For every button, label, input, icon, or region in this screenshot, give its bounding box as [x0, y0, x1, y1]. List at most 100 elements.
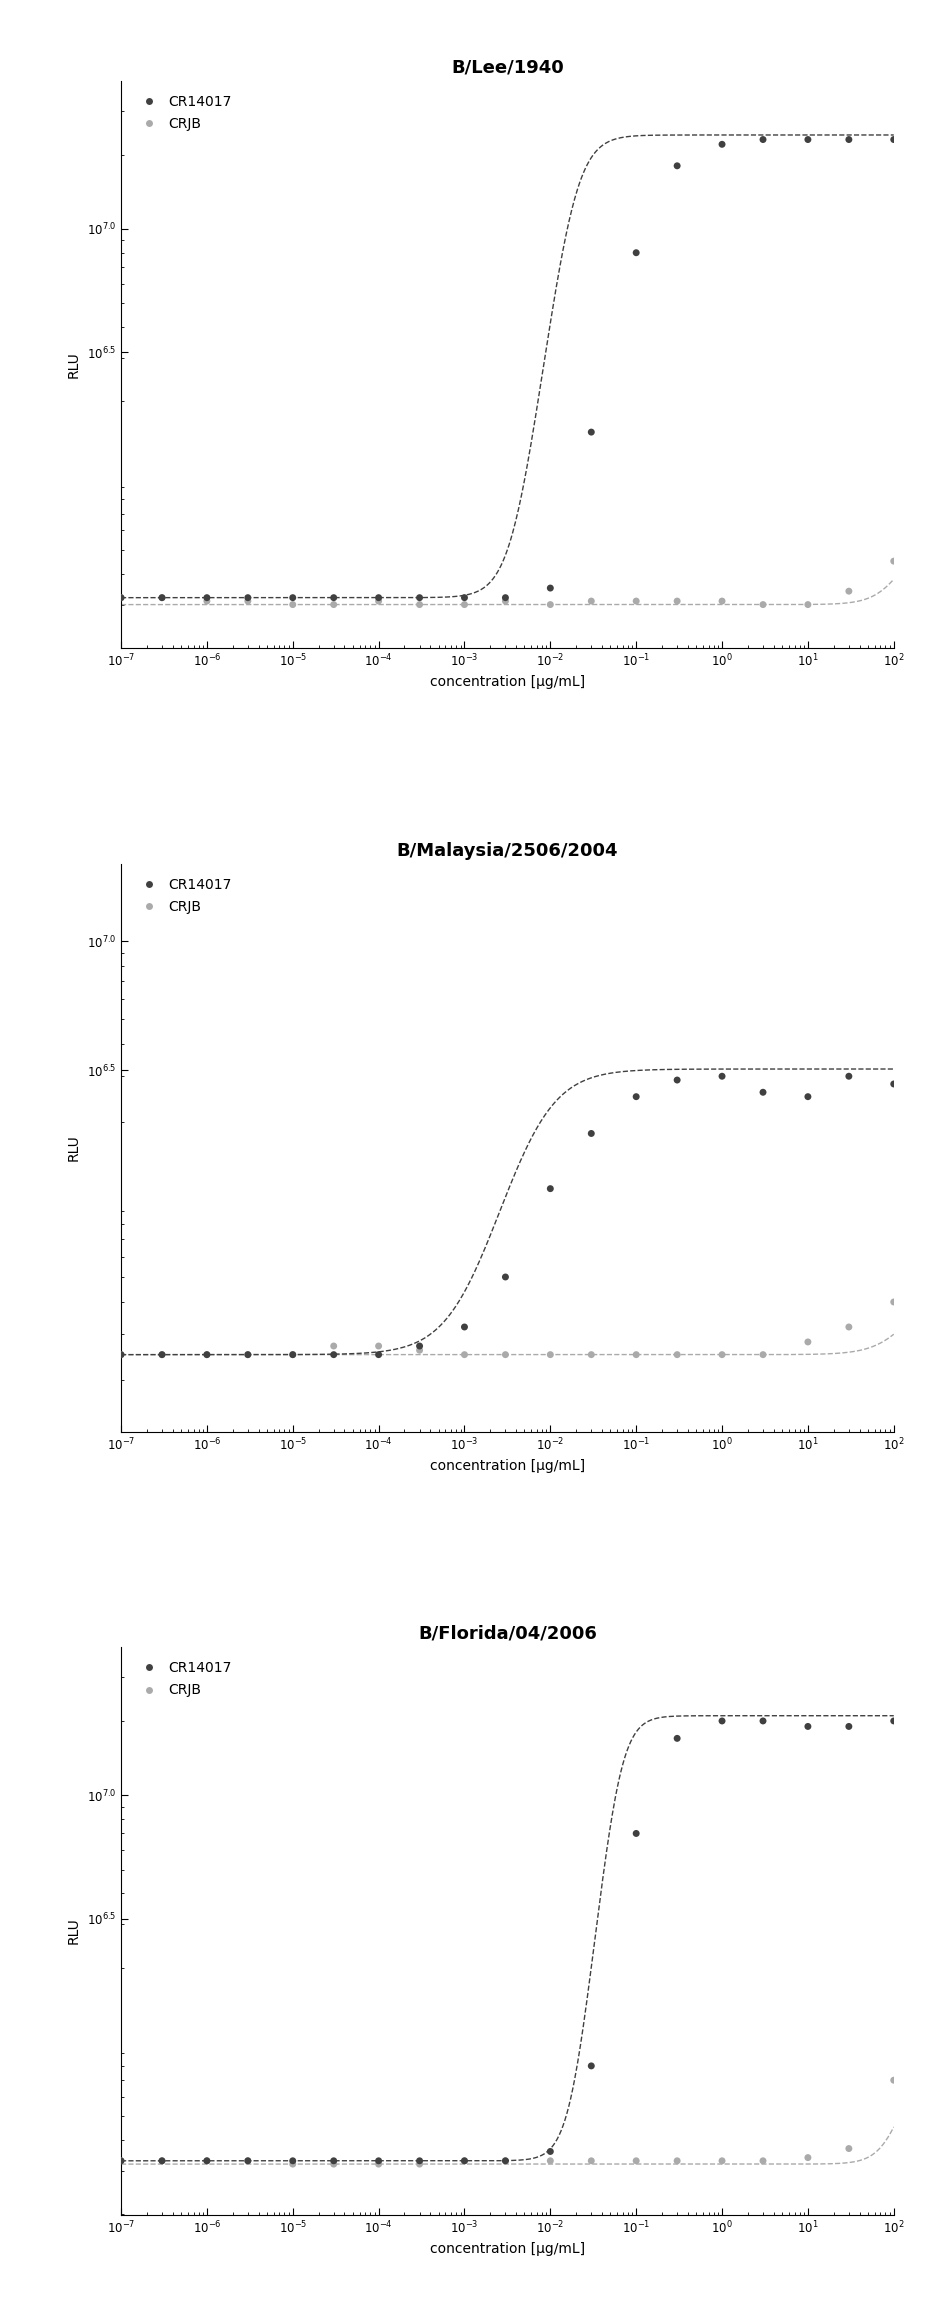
Point — [199, 584, 214, 621]
X-axis label: concentration [μg/mL]: concentration [μg/mL] — [430, 1458, 585, 1472]
Point — [715, 1703, 730, 1739]
Point — [412, 579, 427, 616]
Point — [801, 1077, 816, 1114]
Point — [886, 542, 901, 579]
Point — [240, 1336, 255, 1373]
Point — [155, 1336, 169, 1373]
Point — [412, 2146, 427, 2182]
Point — [199, 2143, 214, 2180]
Y-axis label: RLU: RLU — [67, 1135, 81, 1160]
Point — [114, 2143, 128, 2180]
Point — [886, 120, 901, 157]
Point — [240, 2143, 255, 2180]
Point — [326, 586, 341, 623]
Point — [801, 1707, 816, 1744]
Title: B/Lee/1940: B/Lee/1940 — [451, 58, 564, 76]
Point — [155, 579, 169, 616]
Point — [114, 2143, 128, 2180]
Point — [498, 2143, 513, 2180]
Y-axis label: RLU: RLU — [67, 1917, 81, 1945]
Point — [457, 1336, 472, 1373]
Point — [628, 1816, 643, 1853]
Point — [155, 579, 169, 616]
Point — [240, 2143, 255, 2180]
X-axis label: concentration [μg/mL]: concentration [μg/mL] — [430, 2242, 585, 2256]
Point — [498, 2143, 513, 2180]
Y-axis label: RLU: RLU — [67, 351, 81, 378]
Point — [584, 1114, 599, 1151]
Point — [842, 1707, 857, 1744]
Point — [326, 1327, 341, 1363]
Point — [285, 2143, 300, 2180]
Point — [842, 2129, 857, 2166]
Point — [842, 1308, 857, 1345]
Point — [457, 1308, 472, 1345]
Point — [715, 1336, 730, 1373]
Point — [756, 2143, 771, 2180]
Point — [756, 120, 771, 157]
Point — [715, 2143, 730, 2180]
Point — [584, 413, 599, 450]
Point — [669, 1336, 684, 1373]
Point — [543, 1170, 558, 1207]
Point — [285, 579, 300, 616]
Point — [628, 1336, 643, 1373]
Legend: CR14017, CRJB: CR14017, CRJB — [128, 88, 238, 138]
Point — [285, 2146, 300, 2182]
Point — [371, 584, 386, 621]
Point — [543, 2134, 558, 2171]
Point — [199, 2143, 214, 2180]
Point — [326, 2146, 341, 2182]
Point — [155, 2143, 169, 2180]
Legend: CR14017, CRJB: CR14017, CRJB — [128, 1654, 238, 1705]
Point — [669, 148, 684, 185]
Title: B/Malaysia/2506/2004: B/Malaysia/2506/2004 — [397, 842, 618, 861]
Point — [412, 1327, 427, 1363]
Point — [498, 1260, 513, 1297]
Point — [669, 1061, 684, 1098]
Point — [285, 586, 300, 623]
Point — [756, 1073, 771, 1110]
Point — [114, 1336, 128, 1373]
Point — [715, 1059, 730, 1096]
Point — [886, 1283, 901, 1320]
Point — [199, 579, 214, 616]
Point — [543, 1336, 558, 1373]
X-axis label: concentration [μg/mL]: concentration [μg/mL] — [430, 676, 585, 690]
Point — [412, 1331, 427, 1368]
Point — [412, 2143, 427, 2180]
Point — [155, 2143, 169, 2180]
Point — [457, 2143, 472, 2180]
Point — [801, 120, 816, 157]
Point — [114, 579, 128, 616]
Point — [326, 1336, 341, 1373]
Point — [240, 1336, 255, 1373]
Point — [326, 2143, 341, 2180]
Point — [628, 2143, 643, 2180]
Point — [801, 1324, 816, 1361]
Point — [498, 579, 513, 616]
Point — [371, 579, 386, 616]
Point — [756, 1336, 771, 1373]
Legend: CR14017, CRJB: CR14017, CRJB — [128, 872, 238, 920]
Point — [715, 584, 730, 621]
Point — [842, 120, 857, 157]
Point — [114, 1336, 128, 1373]
Point — [886, 1703, 901, 1739]
Point — [285, 1336, 300, 1373]
Point — [457, 2143, 472, 2180]
Point — [543, 2143, 558, 2180]
Point — [371, 2146, 386, 2182]
Point — [584, 584, 599, 621]
Point — [412, 586, 427, 623]
Point — [756, 1703, 771, 1739]
Title: B/Florida/04/2006: B/Florida/04/2006 — [418, 1624, 597, 1643]
Point — [498, 1336, 513, 1373]
Point — [240, 584, 255, 621]
Point — [584, 2046, 599, 2083]
Point — [715, 127, 730, 164]
Point — [584, 1336, 599, 1373]
Point — [371, 2143, 386, 2180]
Point — [371, 1336, 386, 1373]
Point — [628, 1077, 643, 1114]
